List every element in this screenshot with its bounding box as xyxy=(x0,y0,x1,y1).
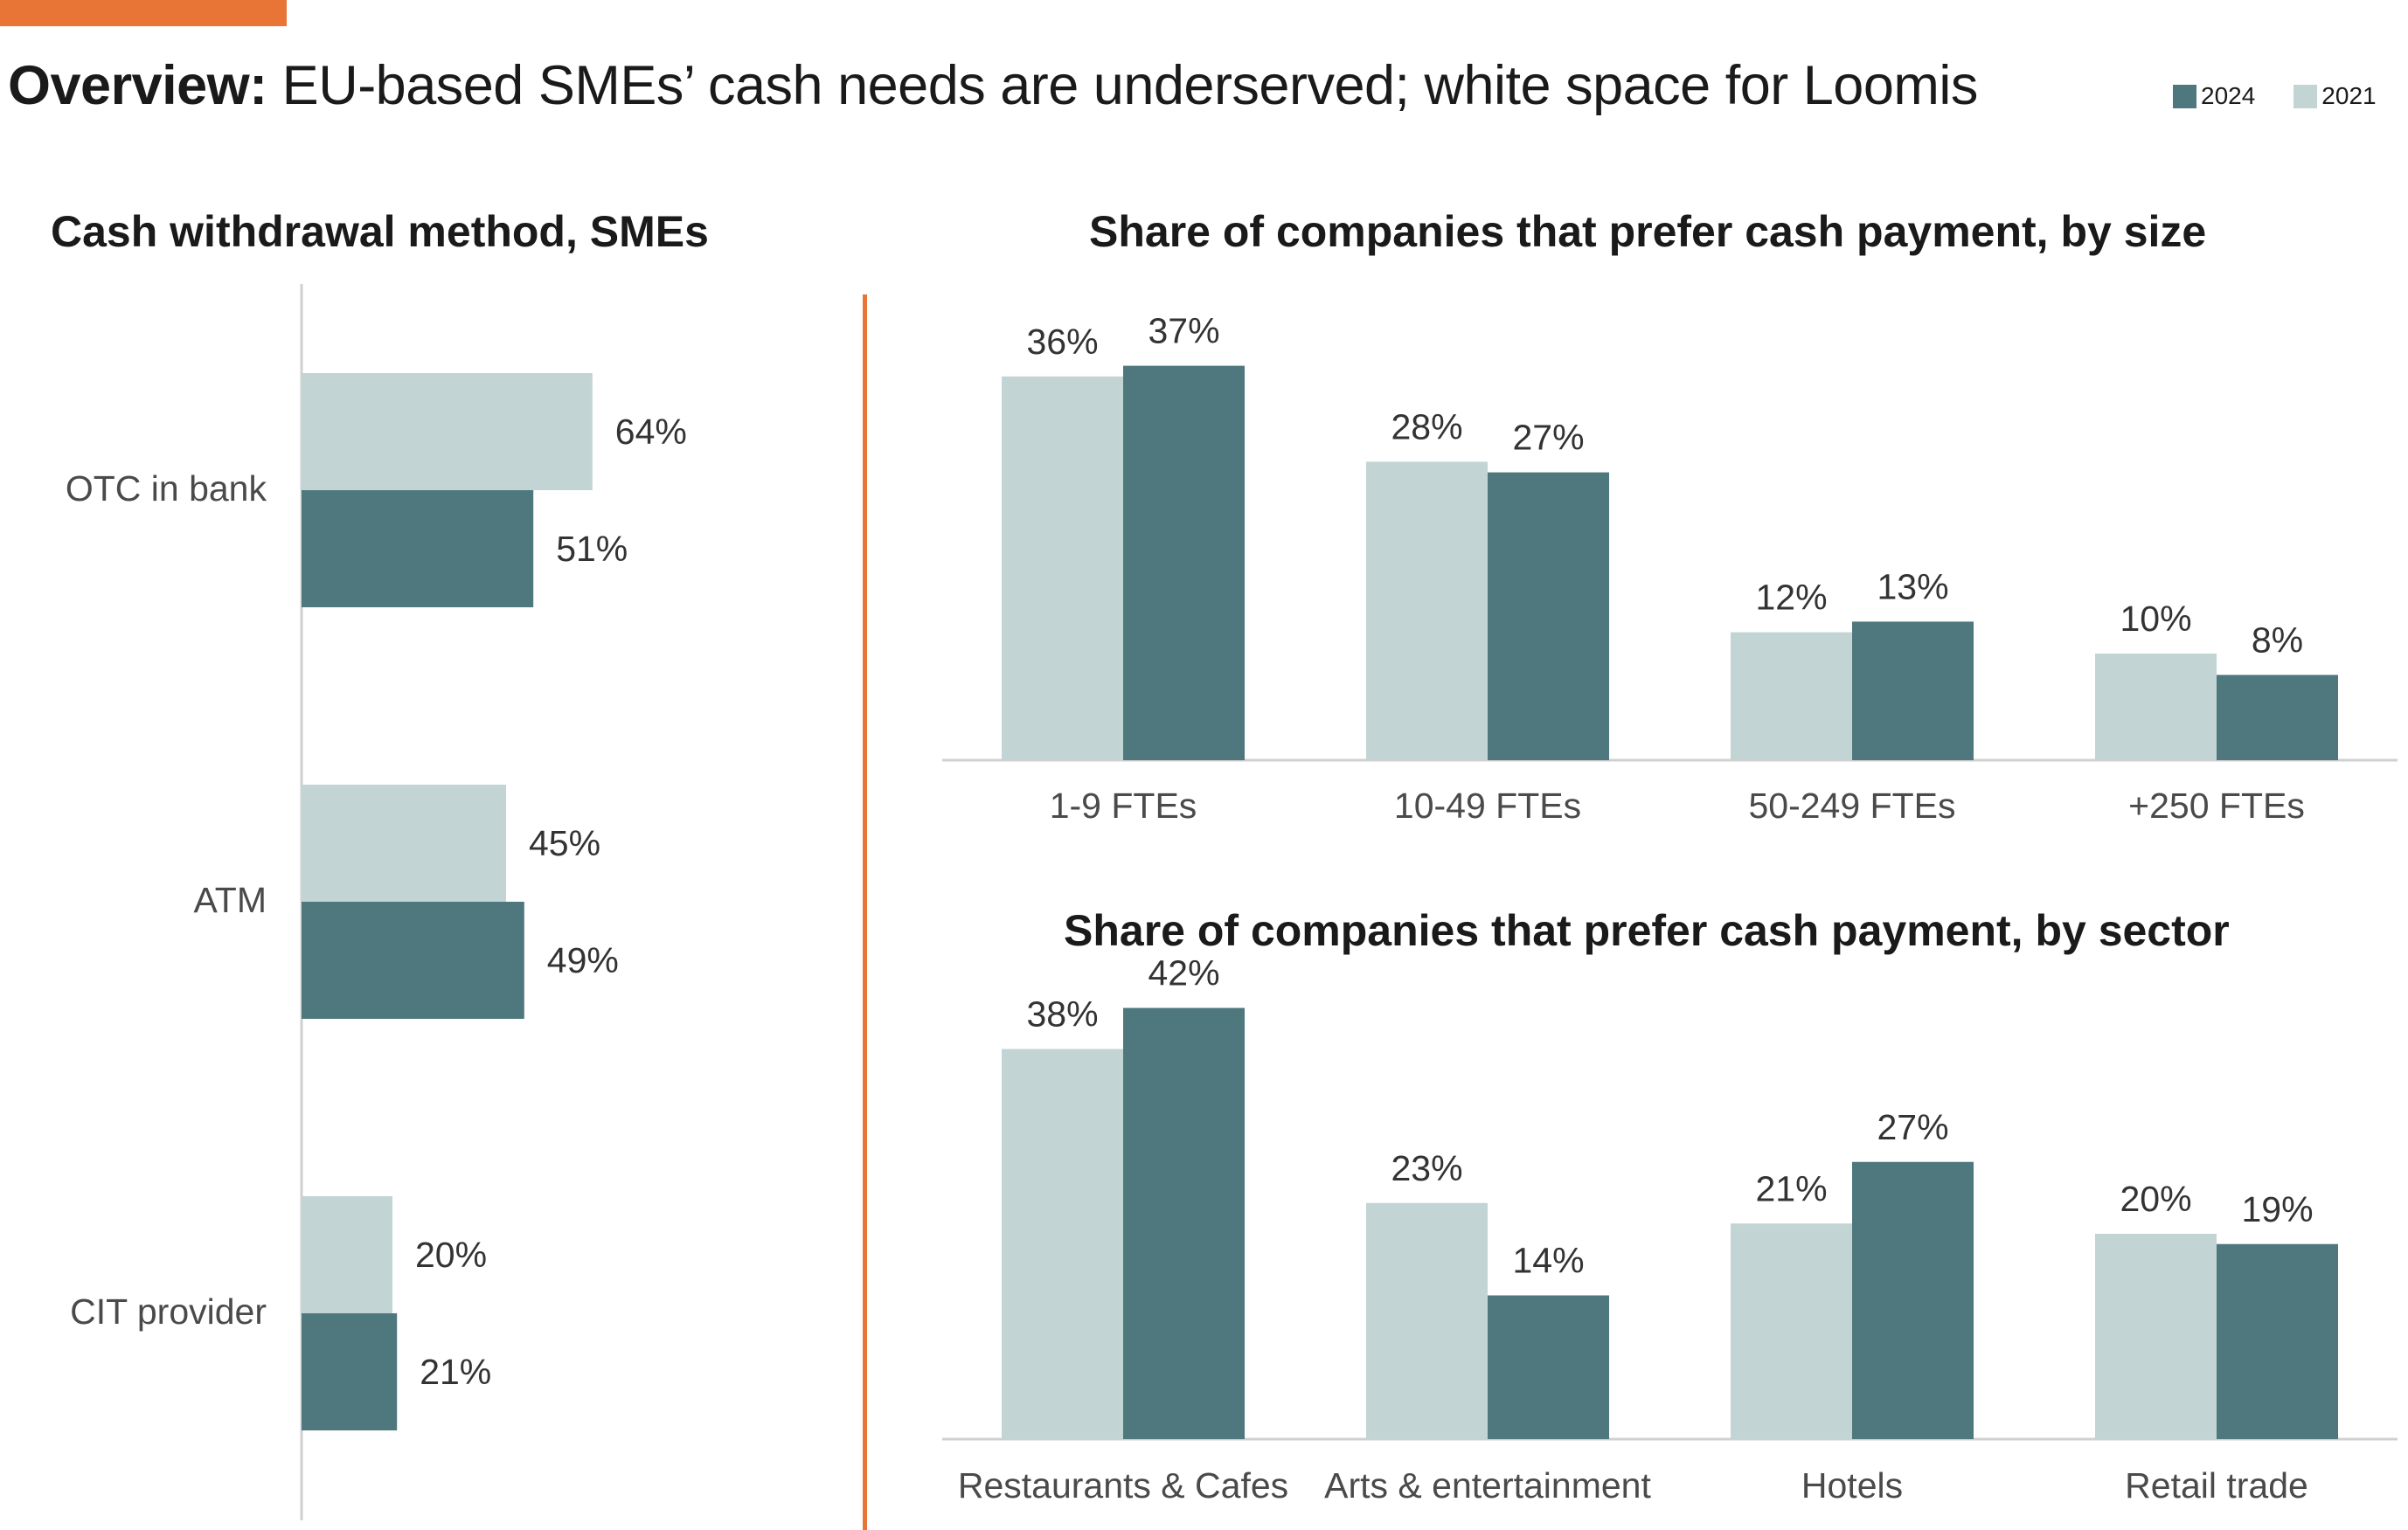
legend-item-2024: 2024 xyxy=(2173,82,2255,110)
sector-bar-arts-entertainment-2024 xyxy=(1488,1295,1609,1439)
size-data-label-1-9-ftes-2024: 37% xyxy=(1148,311,1219,351)
sector-bar-retail-trade-2021 xyxy=(2095,1234,2217,1439)
size-category-label-50-249-ftes: 50-249 FTEs xyxy=(1749,786,1956,826)
size-data-label-50-249-ftes-2024: 13% xyxy=(1877,566,1948,606)
sector-data-label-hotels-2024: 27% xyxy=(1877,1107,1948,1147)
size-category-label-1-9-ftes: 1-9 FTEs xyxy=(1050,786,1197,826)
chart-title-by-sector: Share of companies that prefer cash paym… xyxy=(1064,906,2230,955)
size-bar-1-9-ftes-2021 xyxy=(1002,376,1123,760)
page-title-lead: Overview: xyxy=(8,55,267,116)
size-bar-10-49-ftes-2024 xyxy=(1488,472,1609,760)
legend-label-2024: 2024 xyxy=(2201,82,2256,109)
sector-data-label-hotels-2021: 21% xyxy=(1755,1168,1827,1208)
chart-title-by-size: Share of companies that prefer cash paym… xyxy=(1089,207,2207,256)
category-label-atm: ATM xyxy=(193,880,267,920)
legend-swatch-2024 xyxy=(2173,84,2196,108)
sector-bar-hotels-2024 xyxy=(1852,1161,1974,1439)
sector-data-label-arts-entertainment-2021: 23% xyxy=(1391,1148,1462,1188)
sector-bar-restaurants-cafes-2024 xyxy=(1123,1007,1245,1439)
data-label-atm-2021: 45% xyxy=(529,823,600,863)
size-chart: 1-9 FTEs 36% 37% 10-49 FTEs 28% 27% 50-249 FTE… xyxy=(942,311,2398,826)
size-data-label-10-49-ftes-2024: 27% xyxy=(1512,418,1584,458)
sector-bar-arts-entertainment-2021 xyxy=(1366,1202,1488,1439)
sector-data-label-restaurants-cafes-2024: 42% xyxy=(1148,953,1219,993)
size-bar-10-49-ftes-2021 xyxy=(1366,461,1488,760)
withdrawal-method-chart: OTC in bank 64% 51% ATM 45% 49% CIT provider 20… xyxy=(66,284,687,1520)
legend: 2024 2021 xyxy=(2173,82,2377,110)
data-label-otc-in-bank-2021: 64% xyxy=(615,412,687,452)
data-label-atm-2024: 49% xyxy=(547,940,619,980)
sector-category-label-restaurants-cafes: Restaurants & Cafes xyxy=(958,1465,1288,1506)
legend-item-2021: 2021 xyxy=(2293,82,2377,110)
size-category-label-250-ftes: +250 FTEs xyxy=(2128,786,2305,826)
sector-data-label-retail-trade-2021: 20% xyxy=(2120,1179,2191,1219)
sector-bar-retail-trade-2024 xyxy=(2217,1243,2338,1439)
bar-otc-in-bank-2021 xyxy=(302,373,593,490)
size-data-label-250-ftes-2021: 10% xyxy=(2120,599,2191,639)
size-bar-50-249-ftes-2024 xyxy=(1852,621,1974,760)
data-label-otc-in-bank-2024: 51% xyxy=(556,529,628,569)
chart-title-withdrawal: Cash withdrawal method, SMEs xyxy=(51,207,709,256)
sector-category-label-arts-entertainment: Arts & entertainment xyxy=(1324,1465,1651,1506)
section-divider xyxy=(863,294,867,1530)
data-label-cit-provider-2024: 21% xyxy=(420,1352,491,1392)
size-data-label-50-249-ftes-2021: 12% xyxy=(1755,578,1827,618)
sector-bar-hotels-2021 xyxy=(1731,1223,1852,1439)
accent-bar xyxy=(0,0,287,26)
bar-otc-in-bank-2024 xyxy=(302,490,534,607)
sector-category-label-hotels: Hotels xyxy=(1801,1465,1903,1506)
size-data-label-250-ftes-2024: 8% xyxy=(2252,620,2303,660)
page-title: Overview: EU-based SMEs’ cash needs are … xyxy=(8,54,1978,117)
size-bar-250-ftes-2021 xyxy=(2095,654,2217,760)
size-category-label-10-49-ftes: 10-49 FTEs xyxy=(1394,786,1581,826)
data-label-cit-provider-2021: 20% xyxy=(415,1235,487,1275)
size-bar-1-9-ftes-2024 xyxy=(1123,365,1245,760)
legend-label-2021: 2021 xyxy=(2321,82,2377,109)
sector-data-label-arts-entertainment-2024: 14% xyxy=(1512,1241,1584,1281)
bar-atm-2021 xyxy=(302,785,506,902)
bar-cit-provider-2021 xyxy=(302,1196,392,1313)
size-bar-250-ftes-2024 xyxy=(2217,675,2338,760)
bar-cit-provider-2024 xyxy=(302,1313,398,1430)
sector-category-label-retail-trade: Retail trade xyxy=(2125,1465,2308,1506)
size-data-label-10-49-ftes-2021: 28% xyxy=(1391,406,1462,447)
legend-swatch-2021 xyxy=(2293,84,2318,108)
size-bar-50-249-ftes-2021 xyxy=(1731,632,1852,760)
category-label-cit-provider: CIT provider xyxy=(70,1291,267,1332)
bar-atm-2024 xyxy=(302,902,524,1019)
sector-bar-restaurants-cafes-2021 xyxy=(1002,1049,1123,1439)
sector-data-label-restaurants-cafes-2021: 38% xyxy=(1026,994,1098,1035)
page-title-text: EU-based SMEs’ cash needs are underserve… xyxy=(267,55,1979,116)
category-label-otc-in-bank: OTC in bank xyxy=(66,468,267,509)
size-data-label-1-9-ftes-2021: 36% xyxy=(1026,322,1098,362)
sector-data-label-retail-trade-2024: 19% xyxy=(2241,1189,2313,1229)
